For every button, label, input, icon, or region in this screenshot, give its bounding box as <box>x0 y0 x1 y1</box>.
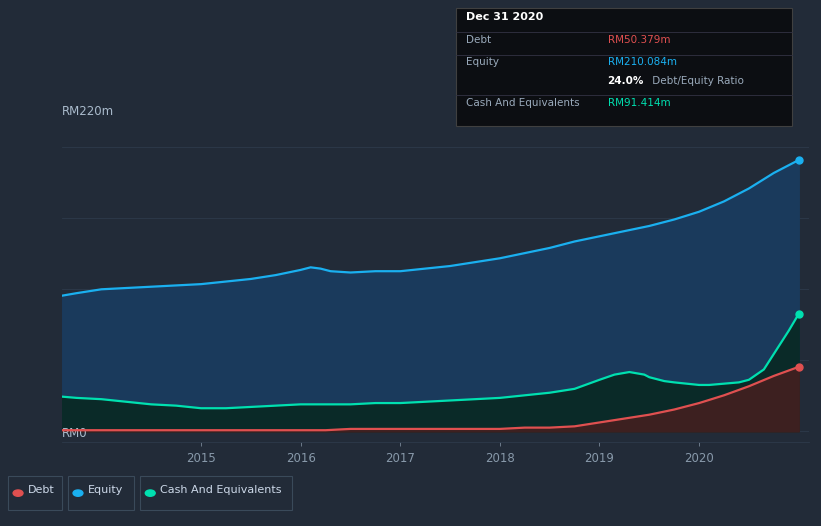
Text: 24.0%: 24.0% <box>608 76 644 86</box>
Text: Equity: Equity <box>466 57 498 67</box>
Text: Debt/Equity Ratio: Debt/Equity Ratio <box>649 76 744 86</box>
Text: Debt: Debt <box>28 485 55 495</box>
Text: RM220m: RM220m <box>62 105 113 118</box>
Text: Cash And Equivalents: Cash And Equivalents <box>160 485 282 495</box>
Text: RM210.084m: RM210.084m <box>608 57 677 67</box>
Text: Dec 31 2020: Dec 31 2020 <box>466 12 543 22</box>
Text: RM0: RM0 <box>62 427 87 440</box>
Text: RM50.379m: RM50.379m <box>608 35 670 45</box>
Text: Cash And Equivalents: Cash And Equivalents <box>466 98 579 108</box>
Text: Equity: Equity <box>88 485 123 495</box>
Text: RM91.414m: RM91.414m <box>608 98 670 108</box>
Text: Debt: Debt <box>466 35 491 45</box>
